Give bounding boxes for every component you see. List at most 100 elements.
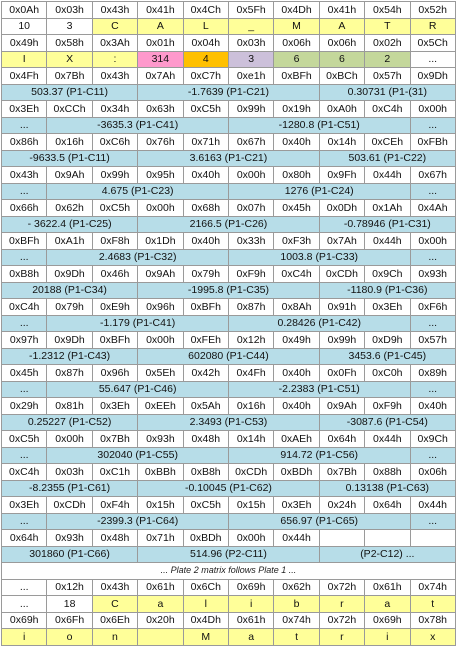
decoded-value-cell: ... [409,512,456,530]
hex-cell: 0xAEh [273,430,320,448]
hex-cell: 0x4Fh [227,364,275,382]
hex-cell: 0x16h [227,397,275,415]
hex-cell: 0x67h [227,133,275,151]
hex-cell: 0xA1h [46,232,93,250]
ascii-cell: _ [227,17,275,35]
hex-cell: 0x80h [273,166,320,184]
ascii-cell: n [91,628,139,646]
decoded-value-cell: 0.28426 (P1-C42) [227,314,411,332]
hex-cell: 0x93h [137,430,184,448]
hex-cell: 0x61h [137,578,184,596]
hex-row: 0x45h 0x87h 0x96h 0x5Eh 0x42h 0x4Fh 0x40h 0x0Fh… [0,364,456,382]
hex-cell: 0xBCh [318,67,366,85]
hex-cell: 0x16h [46,133,93,151]
hex-cell: 0x72h [318,578,366,596]
ascii-cell: a [227,628,275,646]
hex-cell: 0x4Ah [409,199,456,217]
hex-cell: 0x03h [227,34,275,52]
hex-cell: 0x95h [137,166,184,184]
hex-cell: 0x57h [409,331,456,349]
hex-cell: 0x5Ch [409,34,456,52]
hex-cell: 0x03h [46,1,93,19]
hex-row: 0xC4h 0x03h 0xC1h 0xBBh 0xB8h 0xCDh 0xBDh 0x7Bh… [0,463,456,481]
ascii-cell: ... [0,595,48,613]
hex-cell: 0x04h [182,34,229,52]
ascii-cell: 3 [46,17,93,35]
hex-cell: 0x9Ch [409,430,456,448]
decoded-value-cell: 3453.6 (P1-C45) [318,347,456,365]
hex-row: 0x97h 0x9Dh 0xBFh 0x00h 0xFEh 0x12h 0x49h 0x99h… [0,331,456,349]
hex-cell: 0x58h [46,34,93,52]
hex-cell: 0x9Dh [409,67,456,85]
decoded-value-cell: ... [0,314,48,332]
ascii-cell: i [0,628,48,646]
decoded-value-cell: 301860 (P1-C66) [0,545,139,563]
ascii-cell: X [46,50,93,68]
hex-cell: 0x1Dh [137,232,184,250]
decoded-value-cell: ... [0,248,48,266]
hex-cell: 0x40h [273,364,320,382]
decoded-value-cell: (P2-C12) ... [318,545,456,563]
hex-cell: 0x74h [409,578,456,596]
hex-row: 0xB8h 0x9Dh 0x46h 0x9Ah 0x79h 0xF9h 0xC4h 0xCDh… [0,265,456,283]
hex-cell: 0x9Ch [364,265,411,283]
hex-cell: 0x74h [273,611,320,629]
ascii-cell: t [409,595,456,613]
hex-cell: 0x5Fh [227,1,275,19]
ascii-cell: C [91,17,139,35]
hex-cell: 0x44h [364,430,411,448]
value-row: ... -2399.3 (P1-C64) 656.97 (P1-C65)... [0,512,456,530]
hex-cell: 0x12h [227,331,275,349]
ascii-cell: T [364,17,411,35]
hex-cell: 0x71h [137,529,184,547]
decoded-value-cell: -8.2355 (P1-C61) [0,479,139,497]
hex-cell: 0x64h [318,430,366,448]
value-row: ... -3635.3 (P1-C41) -1280.8 (P1-C51)... [0,116,456,134]
hex-cell: 0x62h [46,199,93,217]
hex-cell: 0x61h [364,578,411,596]
hex-cell: 0xCEh [364,133,411,151]
ascii-cell: t [273,628,320,646]
value-row: - 3622.4 (P1-C25) 2166.5 (P1-C26) -0.78946… [0,215,456,233]
hex-cell: 0x6Ch [182,578,229,596]
decoded-value-cell: ... [409,446,456,464]
hex-cell: 0x52h [409,1,456,19]
ascii-cell: 3 [227,50,275,68]
ascii-cell: l [182,595,229,613]
hex-cell: 0xBBh [137,463,184,481]
hex-cell: 0x0Dh [318,199,366,217]
decoded-value-cell: -0.10045 (P1-C62) [137,479,320,497]
hex-cell: 0x15h [227,496,275,514]
hex-cell: 0xF8h [91,232,139,250]
hex-cell: 0x12h [46,578,93,596]
hex-cell: 0xF6h [409,298,456,316]
hex-cell [318,529,366,547]
hex-cell: 0xF9h [364,397,411,415]
decoded-value-cell: 914.72 (P1-C56) [227,446,411,464]
ascii-cell: 314 [137,50,184,68]
decoded-value-cell: ... [409,314,456,332]
hex-cell: 0x03h [46,463,93,481]
decoded-value-cell: 4.675 (P1-C23) [46,182,229,200]
hex-cell: 0xFBh [409,133,456,151]
hex-cell: 0x14h [318,133,366,151]
value-row: ... 55.647 (P1-C46) -2.2383 (P1-C51)... [0,380,456,398]
hex-cell: 0xE9h [91,298,139,316]
hex-cell: 0x61h [227,611,275,629]
hex-cell: 0xC4h [364,100,411,118]
hex-cell: 0x79h [46,298,93,316]
hex-cell: 0x96h [91,364,139,382]
hex-cell: 0x9Dh [46,265,93,283]
ascii-cell [137,628,184,646]
hex-cell: 0xB8h [0,265,48,283]
hex-cell: 0x00h [409,100,456,118]
plate-note-row: ... Plate 2 matrix follows Plate 1 ... [1,562,456,580]
ascii-cell: r [318,595,366,613]
hex-row: 0xC5h 0x00h 0x7Bh 0x93h 0x48h 0x14h 0xAEh 0x64h… [0,430,456,448]
hex-cell: 0x69h [364,611,411,629]
hex-cell: 0xC5h [0,430,48,448]
hex-cell: 0xD9h [364,331,411,349]
hex-cell: 0x43h [91,578,139,596]
